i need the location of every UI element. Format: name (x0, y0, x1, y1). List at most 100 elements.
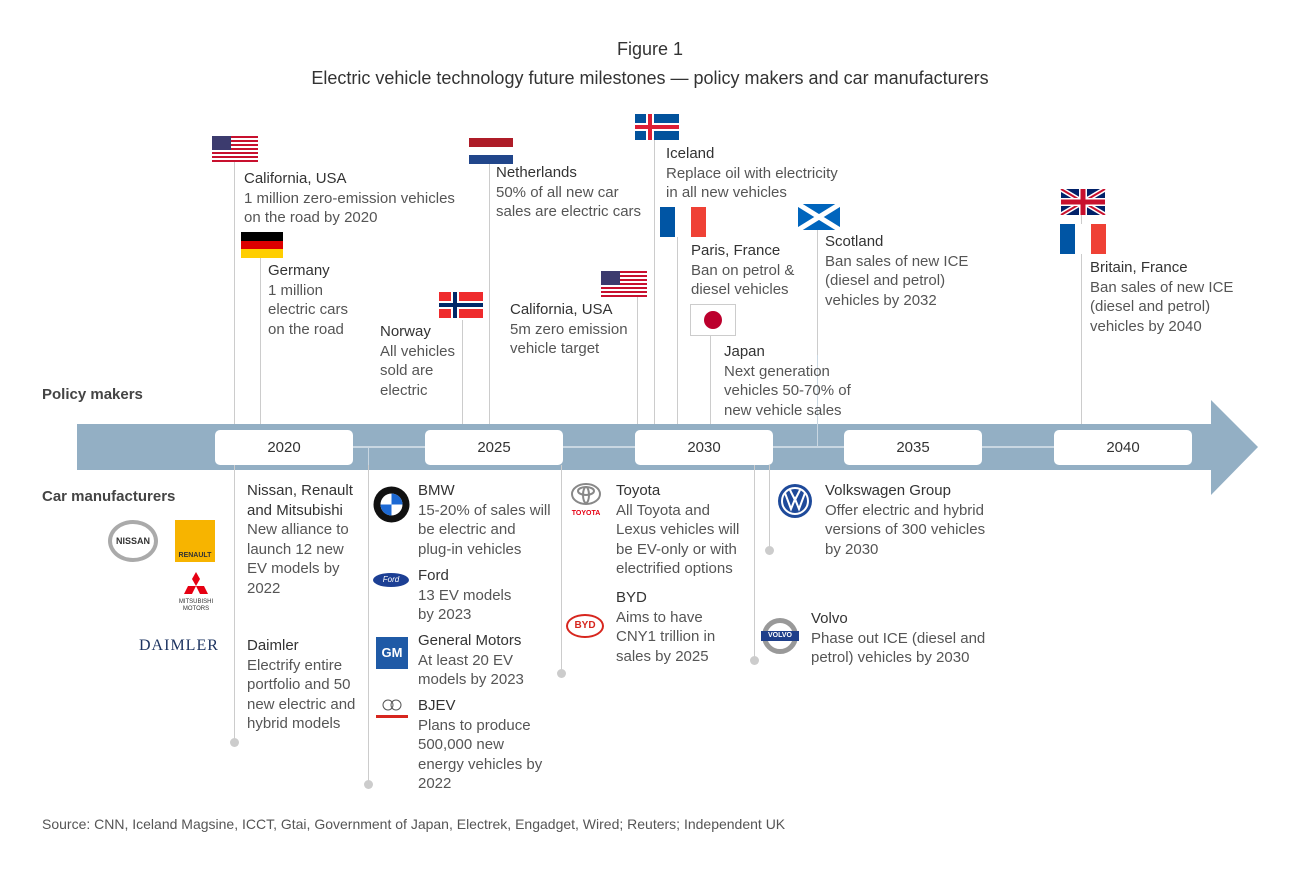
mfr-name: Toyota (616, 482, 661, 499)
connector-dot (765, 546, 774, 555)
policy-text: Ban on petrol & diesel vehicles (691, 261, 795, 299)
mfr-name: Ford (418, 567, 449, 584)
mfr-text: 13 EV models by 2023 (418, 586, 512, 624)
connector (561, 465, 562, 673)
connector (677, 236, 678, 430)
mfr-name: General Motors (418, 632, 522, 649)
mfr-byd: BYD Aims to have CNY1 trillion in sales b… (616, 588, 741, 666)
mfr-text: Plans to produce 500,000 new energy vehi… (418, 716, 543, 793)
policy-california-2020: California, USA 1 million zero-emission v… (244, 169, 474, 228)
mfr-name: Daimler (247, 637, 299, 654)
mfr-general-motors: General Motors At least 20 EV models by 2… (418, 631, 543, 690)
uk-flag-icon (1060, 189, 1106, 215)
germany-flag-icon (241, 232, 283, 258)
connector-dot (750, 656, 759, 665)
policy-iceland: Iceland Replace oil with electricity in a… (666, 144, 851, 203)
nissan-logo: NISSAN (108, 520, 158, 562)
mfr-volkswagen: Volkswagen Group Offer electric and hybri… (825, 481, 990, 559)
policy-text: 1 million electric cars on the road (268, 281, 349, 338)
mfr-text: Electrify entire portfolio and 50 new el… (247, 656, 356, 733)
mfr-text: At least 20 EV models by 2023 (418, 651, 524, 689)
mfr-text: Offer electric and hybrid versions of 30… (825, 501, 986, 558)
policy-text: 50% of all new car sales are electric ca… (496, 183, 642, 221)
mfr-name: BJEV (418, 697, 456, 714)
year-2030: 2030 (635, 430, 773, 465)
policy-britain-france: Britain, France Ban sales of new ICE (die… (1090, 258, 1240, 336)
policy-name: Norway (380, 323, 431, 340)
connector (368, 447, 369, 467)
mfr-text: Phase out ICE (diesel and petrol) vehicl… (811, 629, 986, 667)
mitsubishi-diamonds-icon (184, 572, 208, 594)
mfr-text: All Toyota and Lexus vehicles will be EV… (616, 501, 740, 578)
policy-text: Replace oil with electricity in all new … (666, 164, 838, 202)
connector (234, 162, 235, 430)
connector (368, 465, 369, 783)
connector (754, 465, 755, 660)
mfr-name: BYD (616, 589, 647, 606)
mfr-text: 15-20% of sales will be electric and plu… (418, 501, 551, 558)
scotland-flag-icon (796, 204, 842, 230)
netherlands-flag-icon (469, 138, 513, 164)
connector-dot (230, 738, 239, 747)
figure-label: Figure 1 (616, 39, 684, 59)
year-2035: 2035 (844, 430, 982, 465)
mfr-text: New alliance to launch 12 new EV models … (247, 521, 349, 597)
mfr-daimler: Daimler Electrify entire portfolio and 50… (247, 636, 362, 734)
policy-paris: Paris, France Ban on petrol & diesel vehi… (691, 241, 806, 300)
france-flag-icon (1060, 224, 1106, 254)
gm-logo: GM (376, 637, 408, 669)
toyota-text: TOYOTA (571, 510, 601, 517)
mfr-ford: Ford 13 EV models by 2023 (418, 566, 518, 625)
policy-germany: Germany 1 million electric cars on the ro… (268, 261, 353, 339)
connector-dot (364, 780, 373, 789)
connector (563, 446, 635, 448)
connector (817, 230, 818, 355)
usa-flag-icon (212, 136, 258, 162)
policy-name: California, USA (244, 170, 347, 187)
volkswagen-logo (778, 484, 812, 518)
france-flag-icon (660, 207, 706, 237)
figure-title: Electric vehicle technology future miles… (311, 68, 989, 88)
daimler-logo: DAIMLER (139, 637, 219, 654)
usa-flag-icon (601, 271, 647, 297)
policy-california-2030: California, USA 5m zero emission vehicle … (510, 300, 635, 359)
connector (462, 320, 463, 430)
mitsubishi-logo: MITSUBISHI MOTORS (178, 572, 214, 612)
ford-logo: Ford (373, 573, 409, 587)
policy-makers-heading: Policy makers (42, 386, 143, 403)
mfr-toyota: Toyota All Toyota and Lexus vehicles will… (616, 481, 751, 579)
byd-logo: BYD (566, 614, 604, 638)
policy-name: Iceland (666, 145, 715, 162)
year-2025: 2025 (425, 430, 563, 465)
source-note: Source: CNN, Iceland Magsine, ICCT, Gtai… (42, 816, 786, 832)
mfr-bmw: BMW 15-20% of sales will be electric and … (418, 481, 553, 559)
toyota-logo: TOYOTA (565, 483, 607, 518)
connector (710, 336, 711, 430)
connector (1081, 215, 1082, 430)
policy-norway: Norway All vehicles sold are electric (380, 322, 465, 400)
connector (982, 446, 1054, 448)
bjev-logo (376, 699, 408, 718)
policy-name: Germany (268, 262, 330, 279)
policy-name: Paris, France (691, 242, 781, 259)
policy-name: Scotland (825, 233, 884, 250)
mfr-name: Volvo (811, 610, 848, 627)
mfr-name: BMW (418, 482, 455, 499)
connector (234, 465, 235, 742)
policy-scotland: Scotland Ban sales of new ICE (diesel and… (825, 232, 975, 310)
policy-text: Ban sales of new ICE (diesel and petrol)… (825, 252, 969, 309)
connector-dot (557, 669, 566, 678)
year-2040: 2040 (1054, 430, 1192, 465)
policy-netherlands: Netherlands 50% of all new car sales are … (496, 163, 646, 222)
policy-name: California, USA (510, 301, 613, 318)
mitsubishi-text: MITSUBISHI MOTORS (178, 599, 214, 612)
japan-flag-icon (690, 304, 736, 336)
connector (817, 355, 818, 447)
policy-name: Britain, France (1090, 259, 1188, 276)
car-manufacturers-heading: Car manufacturers (42, 488, 176, 505)
policy-text: 5m zero emission vehicle target (510, 320, 628, 358)
volvo-text: VOLVO (761, 631, 799, 641)
toyota-emblem-icon (571, 483, 601, 505)
connector (637, 297, 638, 430)
